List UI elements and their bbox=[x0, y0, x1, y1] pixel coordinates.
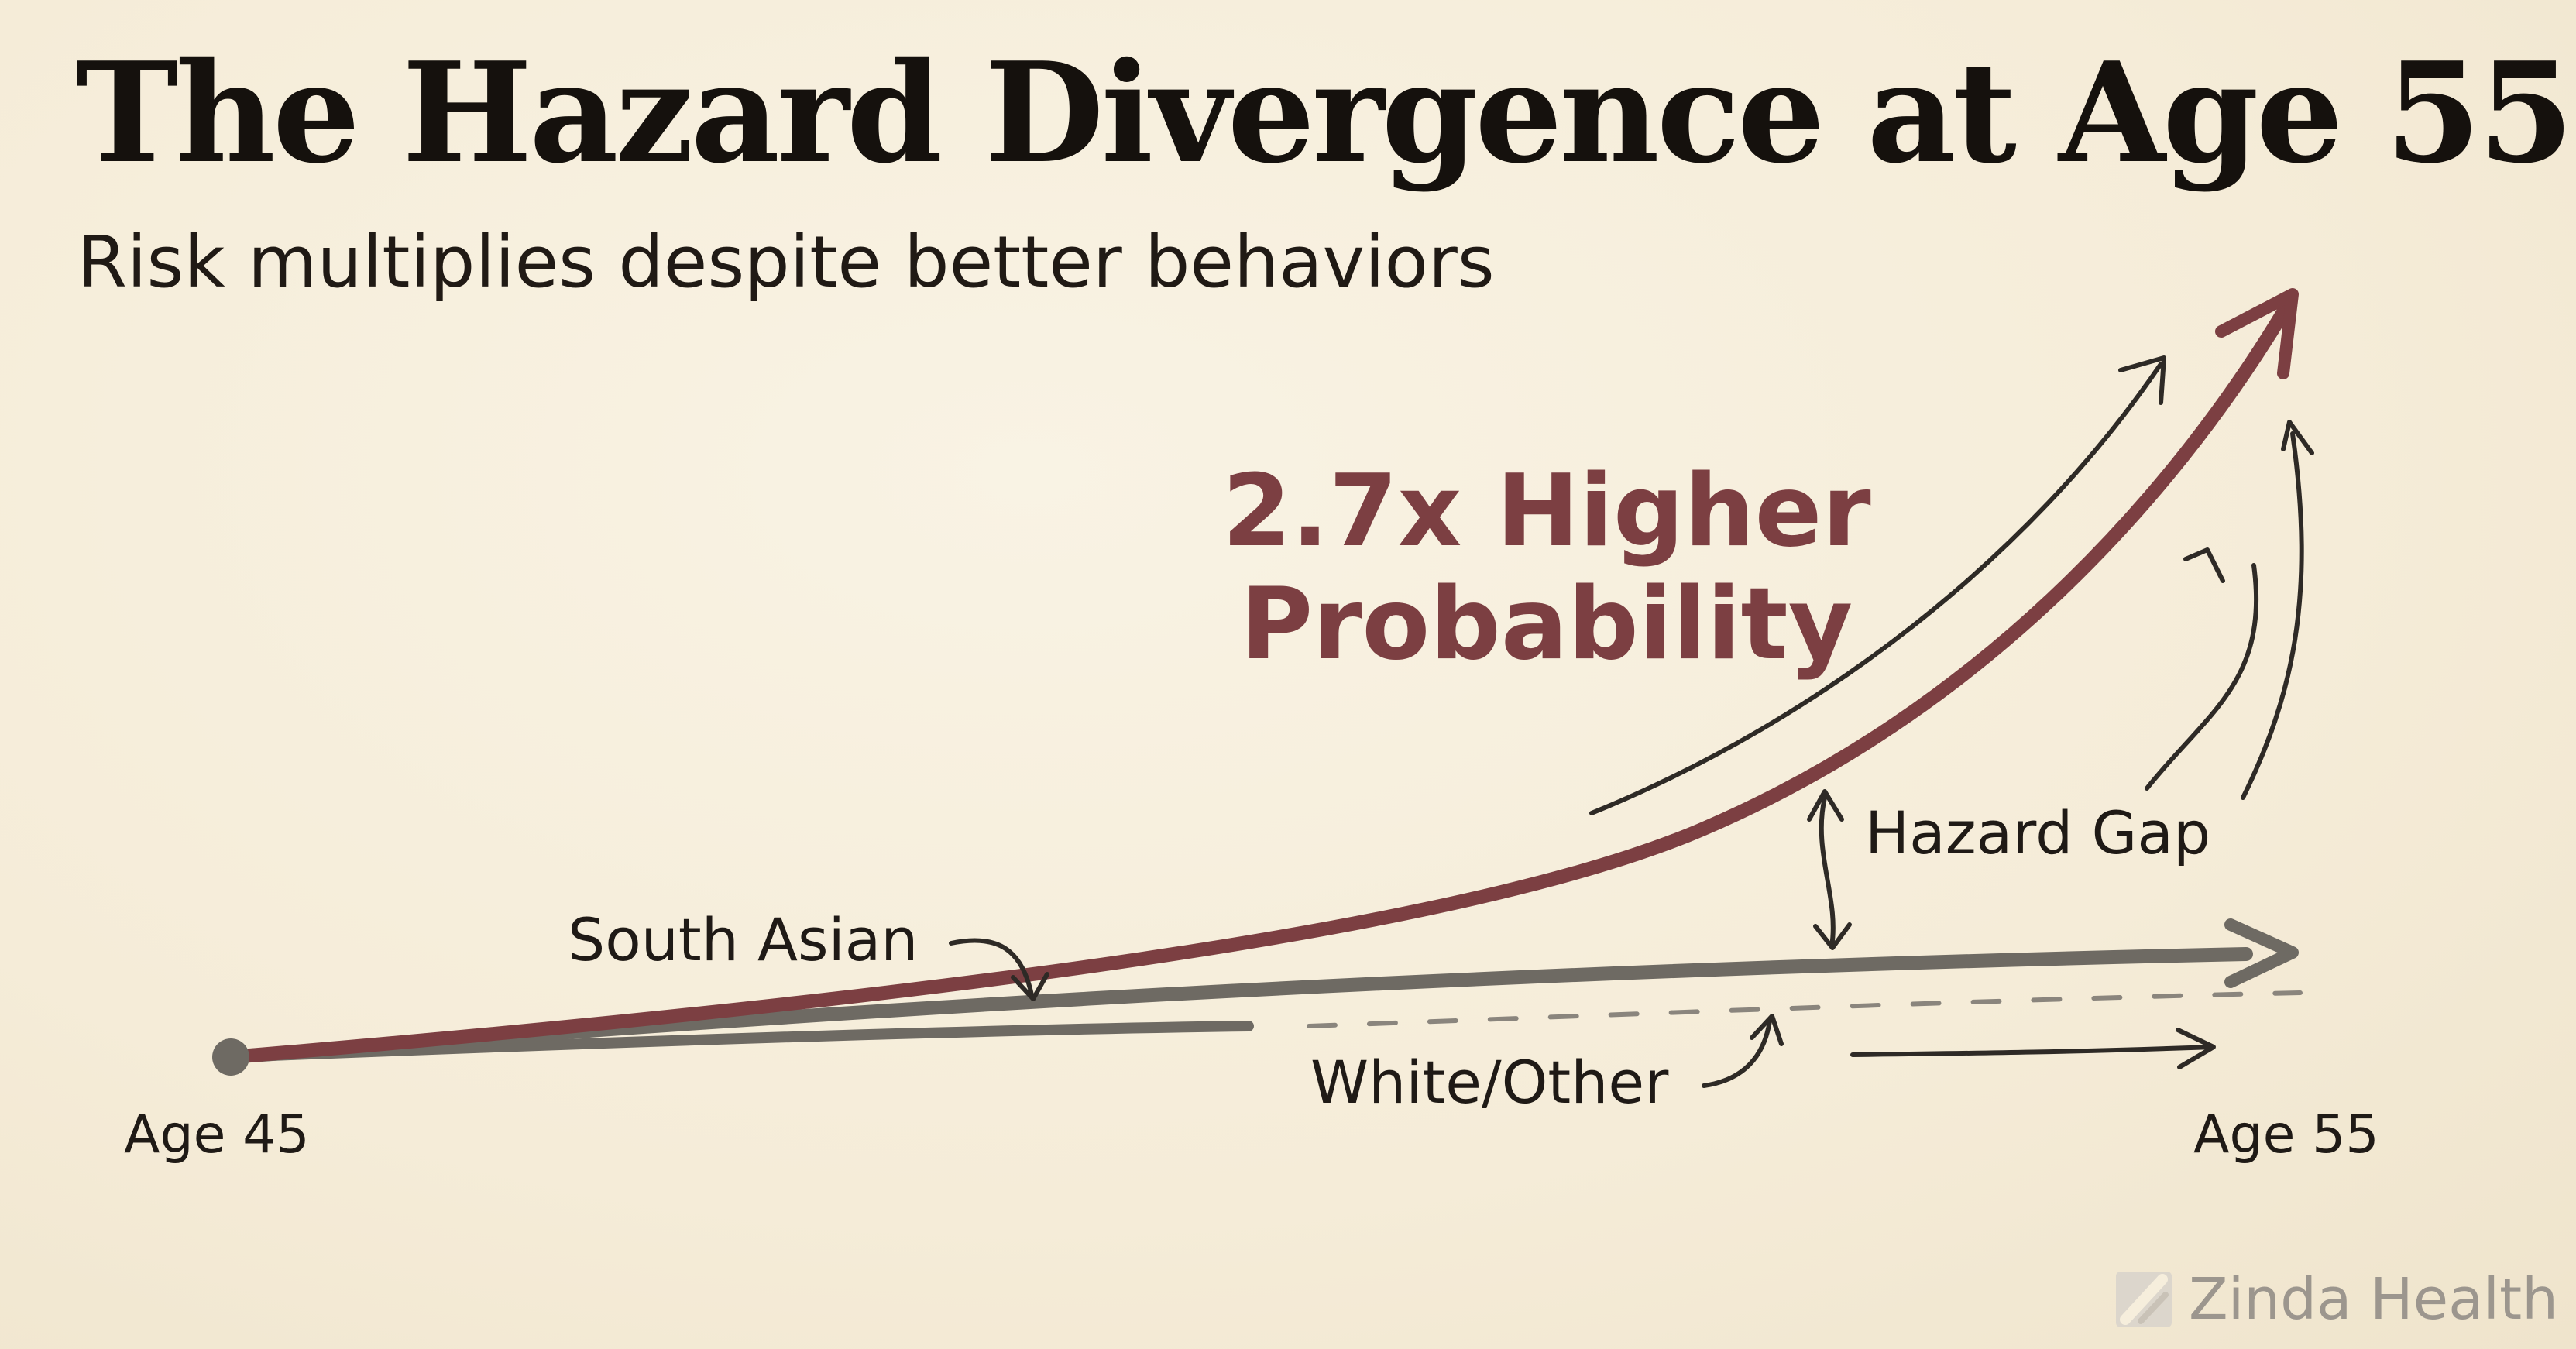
probability-callout: 2.7x Higher Probability bbox=[1222, 455, 1871, 681]
callout-line-2: Probability bbox=[1240, 566, 1853, 682]
forward-time-arrowhead bbox=[2176, 1028, 2216, 1069]
south-asian-pointer-arrowhead bbox=[1011, 972, 1049, 1001]
hazard-gap-double-arrow bbox=[1819, 795, 1836, 949]
slash-logo-icon bbox=[2116, 1272, 2172, 1327]
brand-watermark: Zinda Health bbox=[2114, 1268, 2558, 1330]
white-other-label: White/Other bbox=[1310, 1048, 1669, 1117]
hazard-gap-label: Hazard Gap bbox=[1865, 798, 2211, 867]
hazard-gap-arrowhead-bottom bbox=[1813, 922, 1852, 950]
age-start-label: Age 45 bbox=[124, 1104, 310, 1165]
south-asian-arrowhead bbox=[2215, 288, 2299, 379]
south-asian-label: South Asian bbox=[568, 905, 919, 974]
page-subtitle: Risk multiplies despite better behaviors bbox=[77, 221, 1495, 304]
hazard-gap-arrowhead-top bbox=[1807, 789, 1844, 822]
white-other-pointer-arrowhead bbox=[1750, 1014, 1784, 1046]
south-asian-pointer-arrow bbox=[949, 938, 1034, 997]
page-title: The Hazard Divergence at Age 55 bbox=[76, 32, 2574, 194]
rising-squiggle-arrow-b bbox=[2241, 431, 2304, 800]
rising-squiggle-arrowhead-b bbox=[2281, 420, 2314, 455]
rising-squiggle-arrow-a bbox=[2145, 563, 2259, 791]
south-asian-curve bbox=[224, 303, 2292, 1064]
forward-time-arrow bbox=[1850, 1045, 2214, 1057]
rising-squiggle-arrowhead-a bbox=[2183, 547, 2225, 583]
white-other-line bbox=[224, 947, 2253, 1064]
age-end-label: Age 55 bbox=[2193, 1104, 2379, 1165]
acceleration-thin-arrowhead bbox=[2118, 355, 2166, 405]
white-other-arrowhead bbox=[2224, 918, 2299, 988]
age-45-origin-dot bbox=[212, 1038, 249, 1076]
acceleration-thin-arrow bbox=[1589, 362, 2163, 815]
white-other-dashed-extension bbox=[1307, 990, 2303, 1028]
callout-line-1: 2.7x Higher bbox=[1222, 454, 1871, 569]
brand-name: Zinda Health bbox=[2189, 1266, 2558, 1333]
white-other-pointer-arrow bbox=[1702, 1018, 1772, 1088]
